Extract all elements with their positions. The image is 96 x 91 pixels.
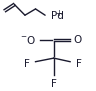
Text: F: F [76,59,82,69]
Text: $^{-}$O: $^{-}$O [20,34,36,46]
Text: Pd: Pd [51,11,64,21]
Text: F: F [24,59,30,69]
Text: F: F [51,79,57,89]
Text: O: O [73,35,81,45]
Text: +: + [56,9,62,18]
